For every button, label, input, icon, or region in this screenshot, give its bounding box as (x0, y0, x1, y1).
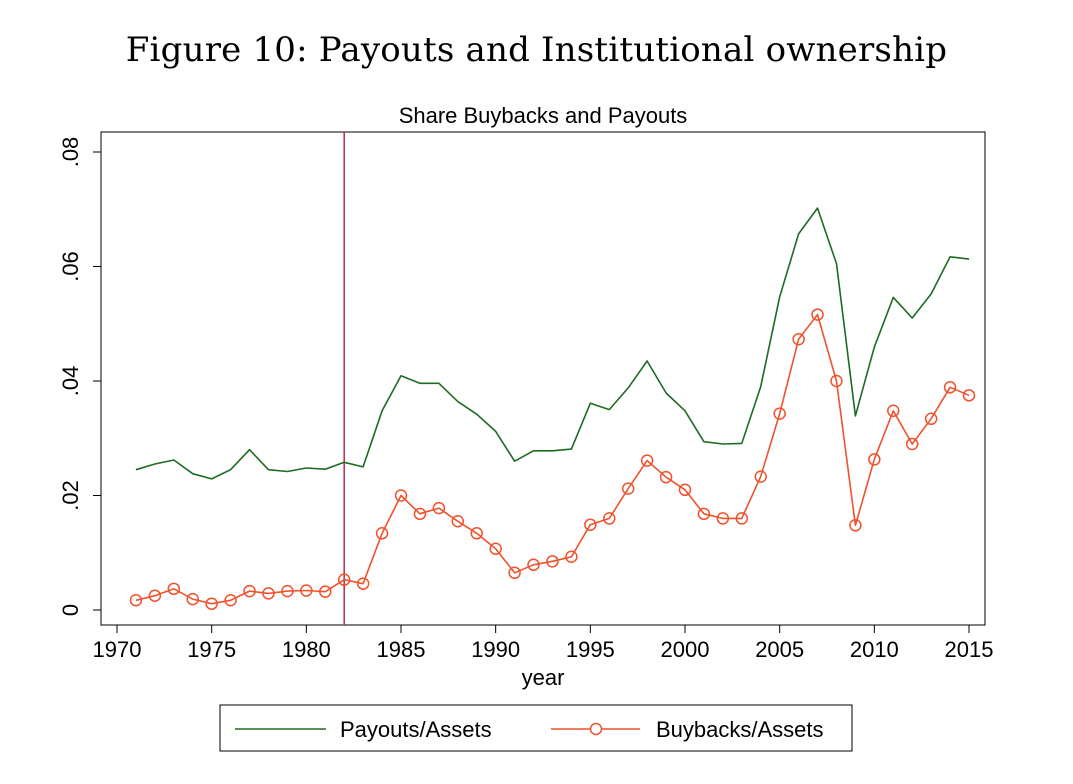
data-point-buybacks-assets (432, 501, 446, 515)
x-tick-label: 1985 (377, 637, 426, 662)
data-point-buybacks-assets (792, 332, 805, 346)
data-point-buybacks-assets (451, 515, 465, 528)
data-point-buybacks-assets (186, 592, 199, 606)
data-point-buybacks-assets (262, 587, 275, 600)
data-point-buybacks-assets (754, 470, 767, 483)
data-point-buybacks-assets (924, 412, 938, 426)
x-tick-label: 2015 (945, 637, 994, 662)
data-point-buybacks-assets (659, 470, 673, 484)
data-point-buybacks-assets (868, 453, 881, 466)
data-point-buybacks-assets (243, 584, 256, 598)
data-point-buybacks-assets (905, 437, 919, 451)
data-point-buybacks-assets (773, 407, 786, 420)
legend-label-payouts: Payouts/Assets (340, 717, 492, 742)
legend-swatch-buybacks-marker (589, 722, 603, 736)
y-tick-label: .08 (58, 137, 83, 168)
data-point-buybacks-assets (470, 527, 483, 540)
data-point-buybacks-assets (546, 555, 559, 568)
legend: Payouts/Assets Buybacks/Assets (219, 704, 853, 752)
chart-title: Share Buybacks and Payouts (399, 103, 688, 128)
legend-label-buybacks: Buybacks/Assets (656, 717, 824, 742)
data-point-buybacks-assets (281, 584, 294, 598)
data-point-buybacks-assets (413, 507, 427, 521)
y-ticks: 0 .02 .04 .06 .08 (58, 137, 101, 616)
data-point-buybacks-assets (394, 489, 408, 502)
x-tick-label: 1990 (471, 637, 520, 662)
x-tick-label: 1975 (187, 637, 236, 662)
data-point-buybacks-assets (640, 454, 654, 467)
figure-caption: Figure 10: Payouts and Institutional own… (125, 30, 948, 70)
x-tick-label: 2010 (850, 637, 899, 662)
x-ticks: 1970 1975 1980 1985 1990 1995 2000 2005 2010 2015 (93, 625, 994, 662)
data-point-buybacks-assets (489, 542, 502, 555)
x-tick-label: 1995 (566, 637, 615, 662)
plot-area-frame (100, 131, 986, 626)
data-point-buybacks-assets (849, 519, 862, 532)
data-point-buybacks-assets (148, 589, 162, 602)
data-point-buybacks-assets (943, 381, 957, 394)
x-tick-label: 2005 (755, 637, 804, 662)
data-point-buybacks-assets (167, 582, 181, 596)
data-point-buybacks-assets (735, 512, 749, 525)
y-tick-label: 0 (58, 604, 83, 616)
data-point-buybacks-assets (678, 483, 692, 497)
data-point-buybacks-assets (697, 507, 711, 521)
series-line-buybacks-assets (135, 313, 970, 605)
data-point-buybacks-assets (337, 573, 351, 586)
data-point-buybacks-assets (584, 518, 597, 531)
data-point-buybacks-assets (129, 594, 143, 607)
data-point-buybacks-assets (224, 594, 237, 607)
data-point-buybacks-assets (603, 512, 616, 525)
y-tick-label: .02 (58, 480, 83, 511)
data-point-buybacks-assets (962, 389, 976, 402)
data-point-buybacks-assets (319, 585, 332, 598)
data-point-buybacks-assets (811, 308, 824, 321)
x-tick-label: 1970 (93, 637, 142, 662)
data-point-buybacks-assets (375, 527, 389, 540)
data-point-buybacks-assets (716, 512, 730, 525)
data-point-buybacks-assets (830, 374, 843, 388)
data-point-buybacks-assets (887, 404, 900, 418)
axes (100, 132, 985, 626)
data-point-buybacks-assets (356, 577, 370, 590)
data-point-buybacks-assets (300, 584, 313, 597)
series-layer (129, 207, 976, 610)
legend-box (219, 704, 853, 752)
data-point-buybacks-assets (565, 550, 578, 564)
data-point-buybacks-assets (205, 597, 218, 610)
series-line-payouts-assets (135, 207, 970, 480)
data-point-buybacks-assets (527, 558, 540, 572)
x-tick-label: 1980 (282, 637, 331, 662)
y-tick-label: .06 (58, 251, 83, 282)
x-tick-label: 2000 (661, 637, 710, 662)
y-tick-label: .04 (58, 366, 83, 397)
data-point-buybacks-assets (508, 566, 521, 580)
data-point-buybacks-assets (621, 482, 635, 495)
x-axis-label: year (522, 665, 565, 690)
